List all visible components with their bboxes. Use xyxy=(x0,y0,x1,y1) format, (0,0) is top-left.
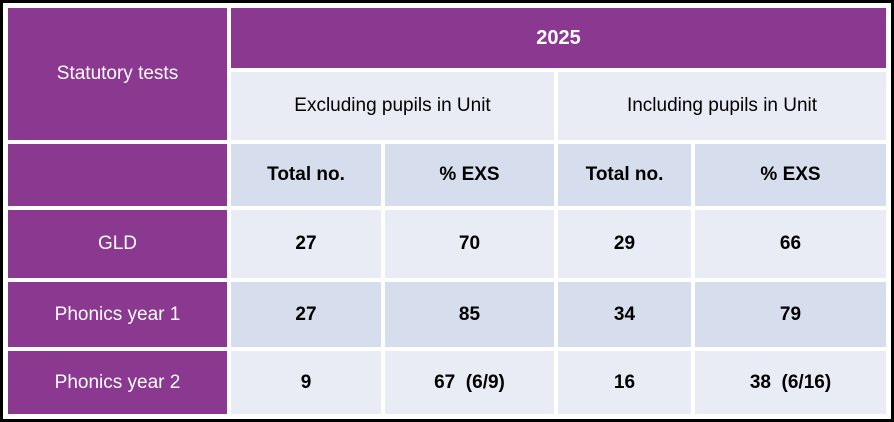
row-label-gld: GLD xyxy=(8,210,227,278)
phonics2-excl-pct-exs: 67 (6/9) xyxy=(385,351,554,414)
phonics1-excl-total-no: 27 xyxy=(231,282,381,347)
group-header-including: Including pupils in Unit xyxy=(558,72,886,140)
gld-excl-total-no: 27 xyxy=(231,210,381,278)
phonics1-incl-pct-exs: 79 xyxy=(695,282,886,347)
phonics1-excl-pct-exs: 85 xyxy=(385,282,554,347)
gld-incl-total-no: 29 xyxy=(558,210,691,278)
subheader-excl-total-no: Total no. xyxy=(231,144,381,206)
gld-incl-pct-exs: 66 xyxy=(695,210,886,278)
phonics1-incl-total-no: 34 xyxy=(558,282,691,347)
table-grid: Statutory tests 2025 Excluding pupils in… xyxy=(8,8,886,414)
subheader-excl-pct-exs: % EXS xyxy=(385,144,554,206)
gld-excl-pct-exs: 70 xyxy=(385,210,554,278)
phonics2-incl-pct-exs: 38 (6/16) xyxy=(695,351,886,414)
row-label-phonics-year-1: Phonics year 1 xyxy=(8,282,227,347)
row-label-phonics-year-2: Phonics year 2 xyxy=(8,351,227,414)
subheader-incl-pct-exs: % EXS xyxy=(695,144,886,206)
group-header-excluding: Excluding pupils in Unit xyxy=(231,72,554,140)
phonics2-incl-total-no: 16 xyxy=(558,351,691,414)
subheader-spacer-cell xyxy=(8,144,227,206)
phonics2-excl-total-no: 9 xyxy=(231,351,381,414)
corner-header-statutory-tests: Statutory tests xyxy=(8,8,227,140)
year-header-2025: 2025 xyxy=(231,8,886,68)
subheader-incl-total-no: Total no. xyxy=(558,144,691,206)
